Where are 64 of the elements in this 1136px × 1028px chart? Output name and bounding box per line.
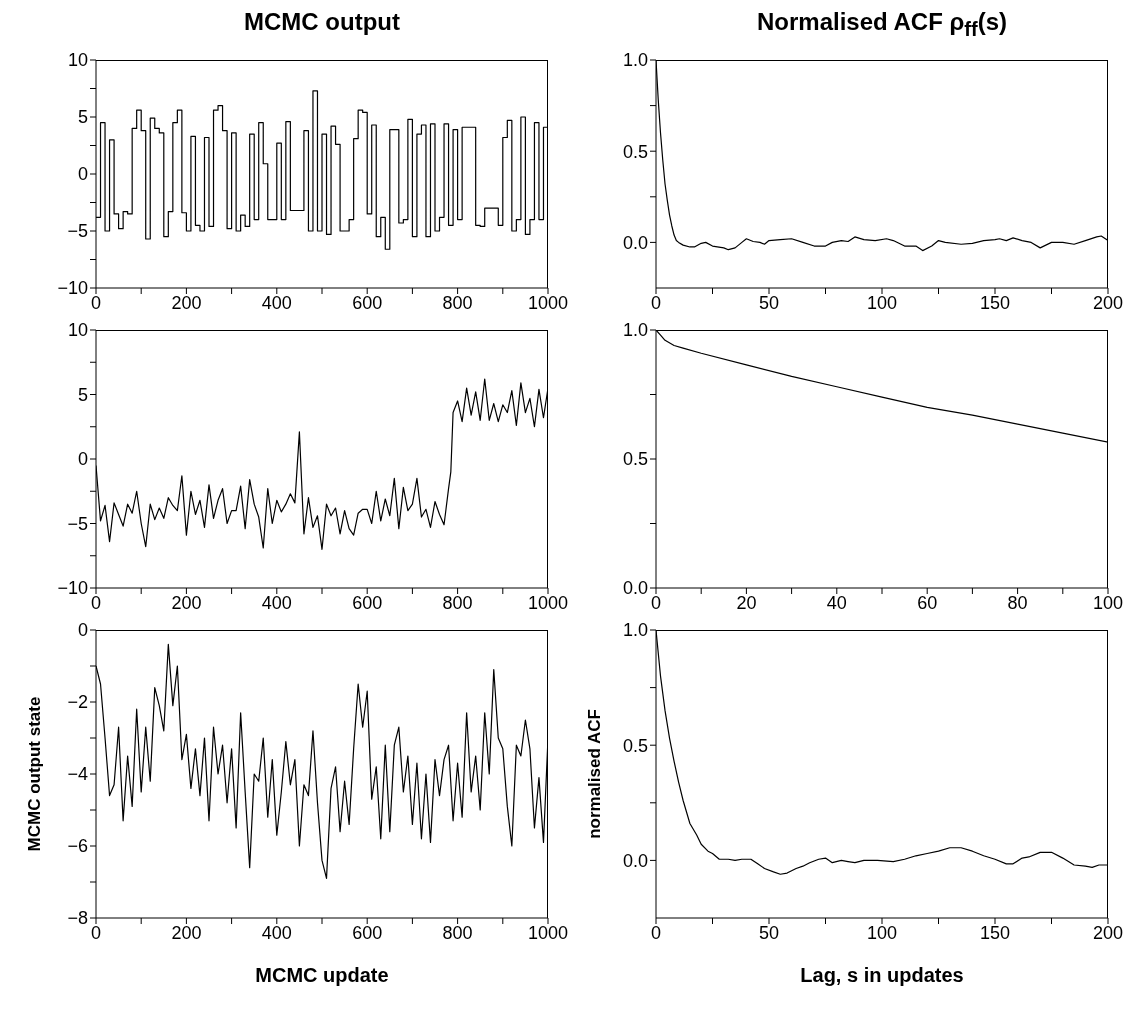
y-tick-label: −10 (57, 278, 88, 299)
x-tick-label: 600 (352, 592, 383, 613)
x-tick-label: 200 (171, 922, 202, 943)
y-tick-label: 0.0 (622, 232, 648, 253)
y-tick-label: −6 (67, 836, 88, 857)
x-tick-label: 1000 (527, 292, 569, 313)
y-tick-label: 0.0 (622, 850, 648, 871)
x-tick-label: 200 (171, 592, 202, 613)
y-tick-label: 0.5 (622, 449, 648, 470)
x-tick-label: 600 (352, 292, 383, 313)
x-tick-label: 100 (866, 292, 898, 313)
chart-title: MCMC output (243, 8, 401, 37)
y-tick-label: −4 (67, 764, 88, 785)
x-tick-label: 100 (866, 922, 898, 943)
x-axis-title: MCMC update (255, 964, 389, 986)
y-tick-label: 5 (77, 384, 88, 405)
y-tick-label: −5 (67, 221, 88, 242)
x-tick-label: 200 (171, 292, 202, 313)
y-tick-label: −10 (57, 578, 88, 599)
y-tick-label: 1.0 (622, 50, 648, 71)
y-tick-label: 10 (67, 320, 88, 341)
x-tick-label: 0 (650, 292, 662, 313)
y-axis-title: normalised ACF (585, 709, 605, 839)
y-tick-label: 0.5 (622, 141, 648, 162)
x-tick-label: 1000 (527, 592, 569, 613)
x-tick-label: 60 (917, 592, 938, 613)
x-tick-label: 0 (650, 592, 662, 613)
x-axis-title: Lag, s in updates (800, 964, 964, 986)
y-tick-label: 0.5 (622, 735, 648, 756)
x-tick-label: 150 (979, 922, 1011, 943)
y-tick-label: 10 (67, 50, 88, 71)
x-tick-label: 200 (1092, 292, 1124, 313)
x-tick-label: 800 (442, 922, 473, 943)
x-tick-label: 40 (826, 592, 847, 613)
y-tick-label: 5 (77, 107, 88, 128)
y-axis-title: MCMC output state (25, 696, 45, 852)
chart-title: Normalised ACF ρ$_{ff}$(s) (756, 8, 1008, 42)
y-tick-label: 1.0 (622, 620, 648, 641)
x-tick-label: 100 (1092, 592, 1124, 613)
x-tick-label: 800 (442, 292, 473, 313)
y-tick-label: 0 (77, 620, 88, 641)
y-tick-label: 0.0 (622, 578, 648, 599)
x-tick-label: 50 (758, 922, 780, 943)
x-tick-label: 50 (758, 292, 780, 313)
x-tick-label: 0 (90, 922, 102, 943)
x-tick-label: 600 (352, 922, 383, 943)
x-tick-label: 800 (442, 592, 473, 613)
x-tick-label: 400 (261, 292, 292, 313)
x-tick-label: 1000 (527, 922, 569, 943)
x-tick-label: 400 (261, 922, 292, 943)
x-tick-label: 80 (1007, 592, 1028, 613)
x-tick-label: 150 (979, 292, 1011, 313)
y-tick-label: −8 (67, 908, 88, 929)
y-tick-label: 0 (77, 164, 88, 185)
x-tick-label: 0 (90, 292, 102, 313)
x-tick-label: 0 (650, 922, 662, 943)
x-tick-label: 0 (90, 592, 102, 613)
x-tick-label: 400 (261, 592, 292, 613)
y-tick-label: 0 (77, 449, 88, 470)
y-tick-label: 1.0 (622, 320, 648, 341)
y-tick-label: −2 (67, 692, 88, 713)
x-tick-label: 20 (736, 592, 757, 613)
y-tick-label: −5 (67, 513, 88, 534)
x-tick-label: 200 (1092, 922, 1124, 943)
